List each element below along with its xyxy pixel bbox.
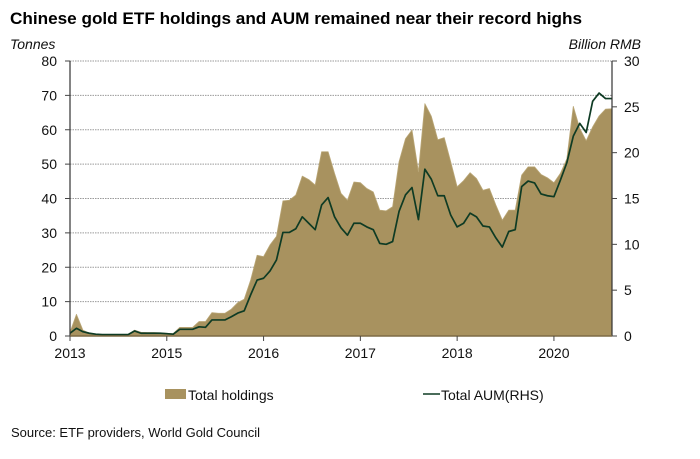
x-tick-label: 2018 <box>442 345 473 361</box>
right-y-tick-label: 30 <box>624 53 640 69</box>
source-note: Source: ETF providers, World Gold Counci… <box>11 425 260 440</box>
left-y-tick-label: 50 <box>41 156 57 172</box>
x-tick-label: 2015 <box>151 345 182 361</box>
left-y-tick-label: 60 <box>41 122 57 138</box>
x-tick-label: 2016 <box>248 345 279 361</box>
x-tick-label: 2013 <box>54 345 85 361</box>
right-y-tick-label: 10 <box>624 236 640 252</box>
right-y-tick-label: 25 <box>624 99 640 115</box>
left-y-tick-label: 40 <box>41 191 57 207</box>
x-tick-label: 2017 <box>345 345 376 361</box>
legend-item-total-holdings: Total holdings <box>165 387 274 403</box>
axis-ticks: 0 10 20 30 40 50 60 70 80 0 5 10 15 20 25 30 2013 2015 201… <box>41 53 639 361</box>
legend-label-holdings: Total holdings <box>188 387 274 403</box>
left-axis-unit-label: Tonnes <box>10 36 55 52</box>
left-y-tick-label: 70 <box>41 87 57 103</box>
right-y-tick-label: 20 <box>624 145 640 161</box>
right-y-tick-label: 15 <box>624 191 640 207</box>
left-y-tick-label: 10 <box>41 294 57 310</box>
plot-area <box>69 92 613 337</box>
right-y-tick-label: 5 <box>624 282 632 298</box>
right-axis-unit-label: Billion RMB <box>569 36 641 52</box>
legend-swatch-holdings <box>165 389 186 399</box>
left-y-tick-label: 0 <box>49 328 57 344</box>
left-y-tick-label: 80 <box>41 53 57 69</box>
left-y-tick-label: 20 <box>41 259 57 275</box>
aum-line <box>69 92 612 336</box>
legend: Total holdings Total AUM(RHS) <box>165 387 544 403</box>
right-y-tick-label: 0 <box>624 328 632 344</box>
chart-title: Chinese gold ETF holdings and AUM remain… <box>10 9 582 28</box>
legend-label-aum: Total AUM(RHS) <box>441 387 544 403</box>
x-tick-label: 2020 <box>538 345 569 361</box>
left-y-tick-label: 30 <box>41 225 57 241</box>
legend-item-total-aum: Total AUM(RHS) <box>423 387 544 403</box>
